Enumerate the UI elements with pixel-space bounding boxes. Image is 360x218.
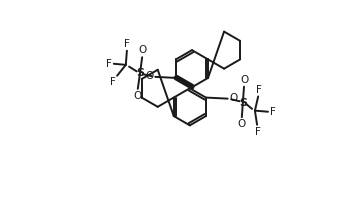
Text: O: O	[237, 119, 246, 129]
Text: F: F	[270, 107, 276, 117]
Text: S: S	[136, 68, 144, 78]
Text: O: O	[133, 91, 141, 100]
Text: F: F	[255, 126, 261, 136]
Text: F: F	[110, 77, 116, 87]
Text: O: O	[145, 71, 153, 81]
Text: F: F	[124, 39, 130, 49]
Text: S: S	[239, 98, 247, 107]
Text: F: F	[106, 59, 112, 69]
Text: O: O	[229, 93, 238, 103]
Text: O: O	[139, 46, 147, 55]
Text: F: F	[256, 85, 262, 95]
Text: O: O	[240, 75, 248, 85]
